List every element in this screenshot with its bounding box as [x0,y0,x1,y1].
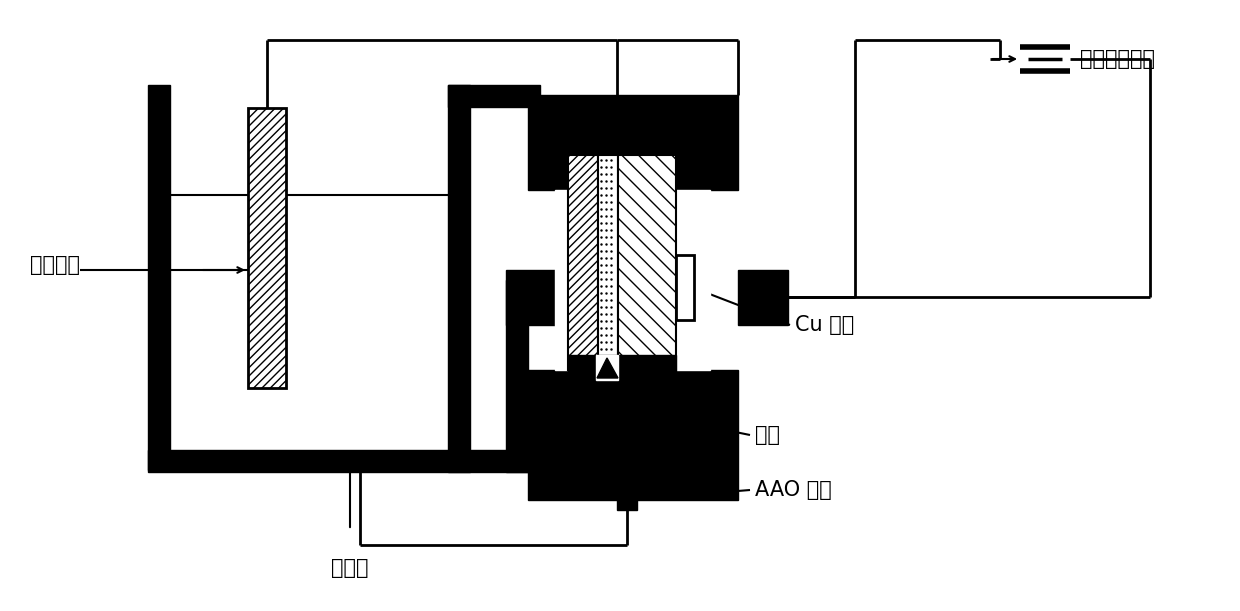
Bar [448,450,528,472]
Bar [148,450,470,472]
Bar [506,270,556,325]
Polygon shape [570,358,593,378]
Bar [528,370,738,500]
Bar [568,355,676,380]
Text: 垫圈: 垫圈 [755,425,780,445]
Bar [596,355,618,380]
Bar [556,190,711,370]
Bar [448,85,539,107]
Text: 直流稳压电源: 直流稳压电源 [1080,49,1154,69]
Bar [506,280,528,472]
Polygon shape [596,358,618,378]
Text: Cu 电极: Cu 电极 [795,315,854,335]
Bar [618,155,676,370]
Text: AAO 模版: AAO 模版 [755,480,832,500]
Bar [148,85,170,470]
Bar [738,270,787,325]
Bar [528,95,738,190]
Text: 石墨电极: 石墨电极 [30,255,81,275]
Text: 电解液: 电解液 [331,558,368,578]
Bar [618,490,637,510]
Bar [568,155,598,370]
Bar [448,85,470,470]
Bar [676,255,694,320]
Bar [598,155,618,370]
Bar [248,108,286,388]
